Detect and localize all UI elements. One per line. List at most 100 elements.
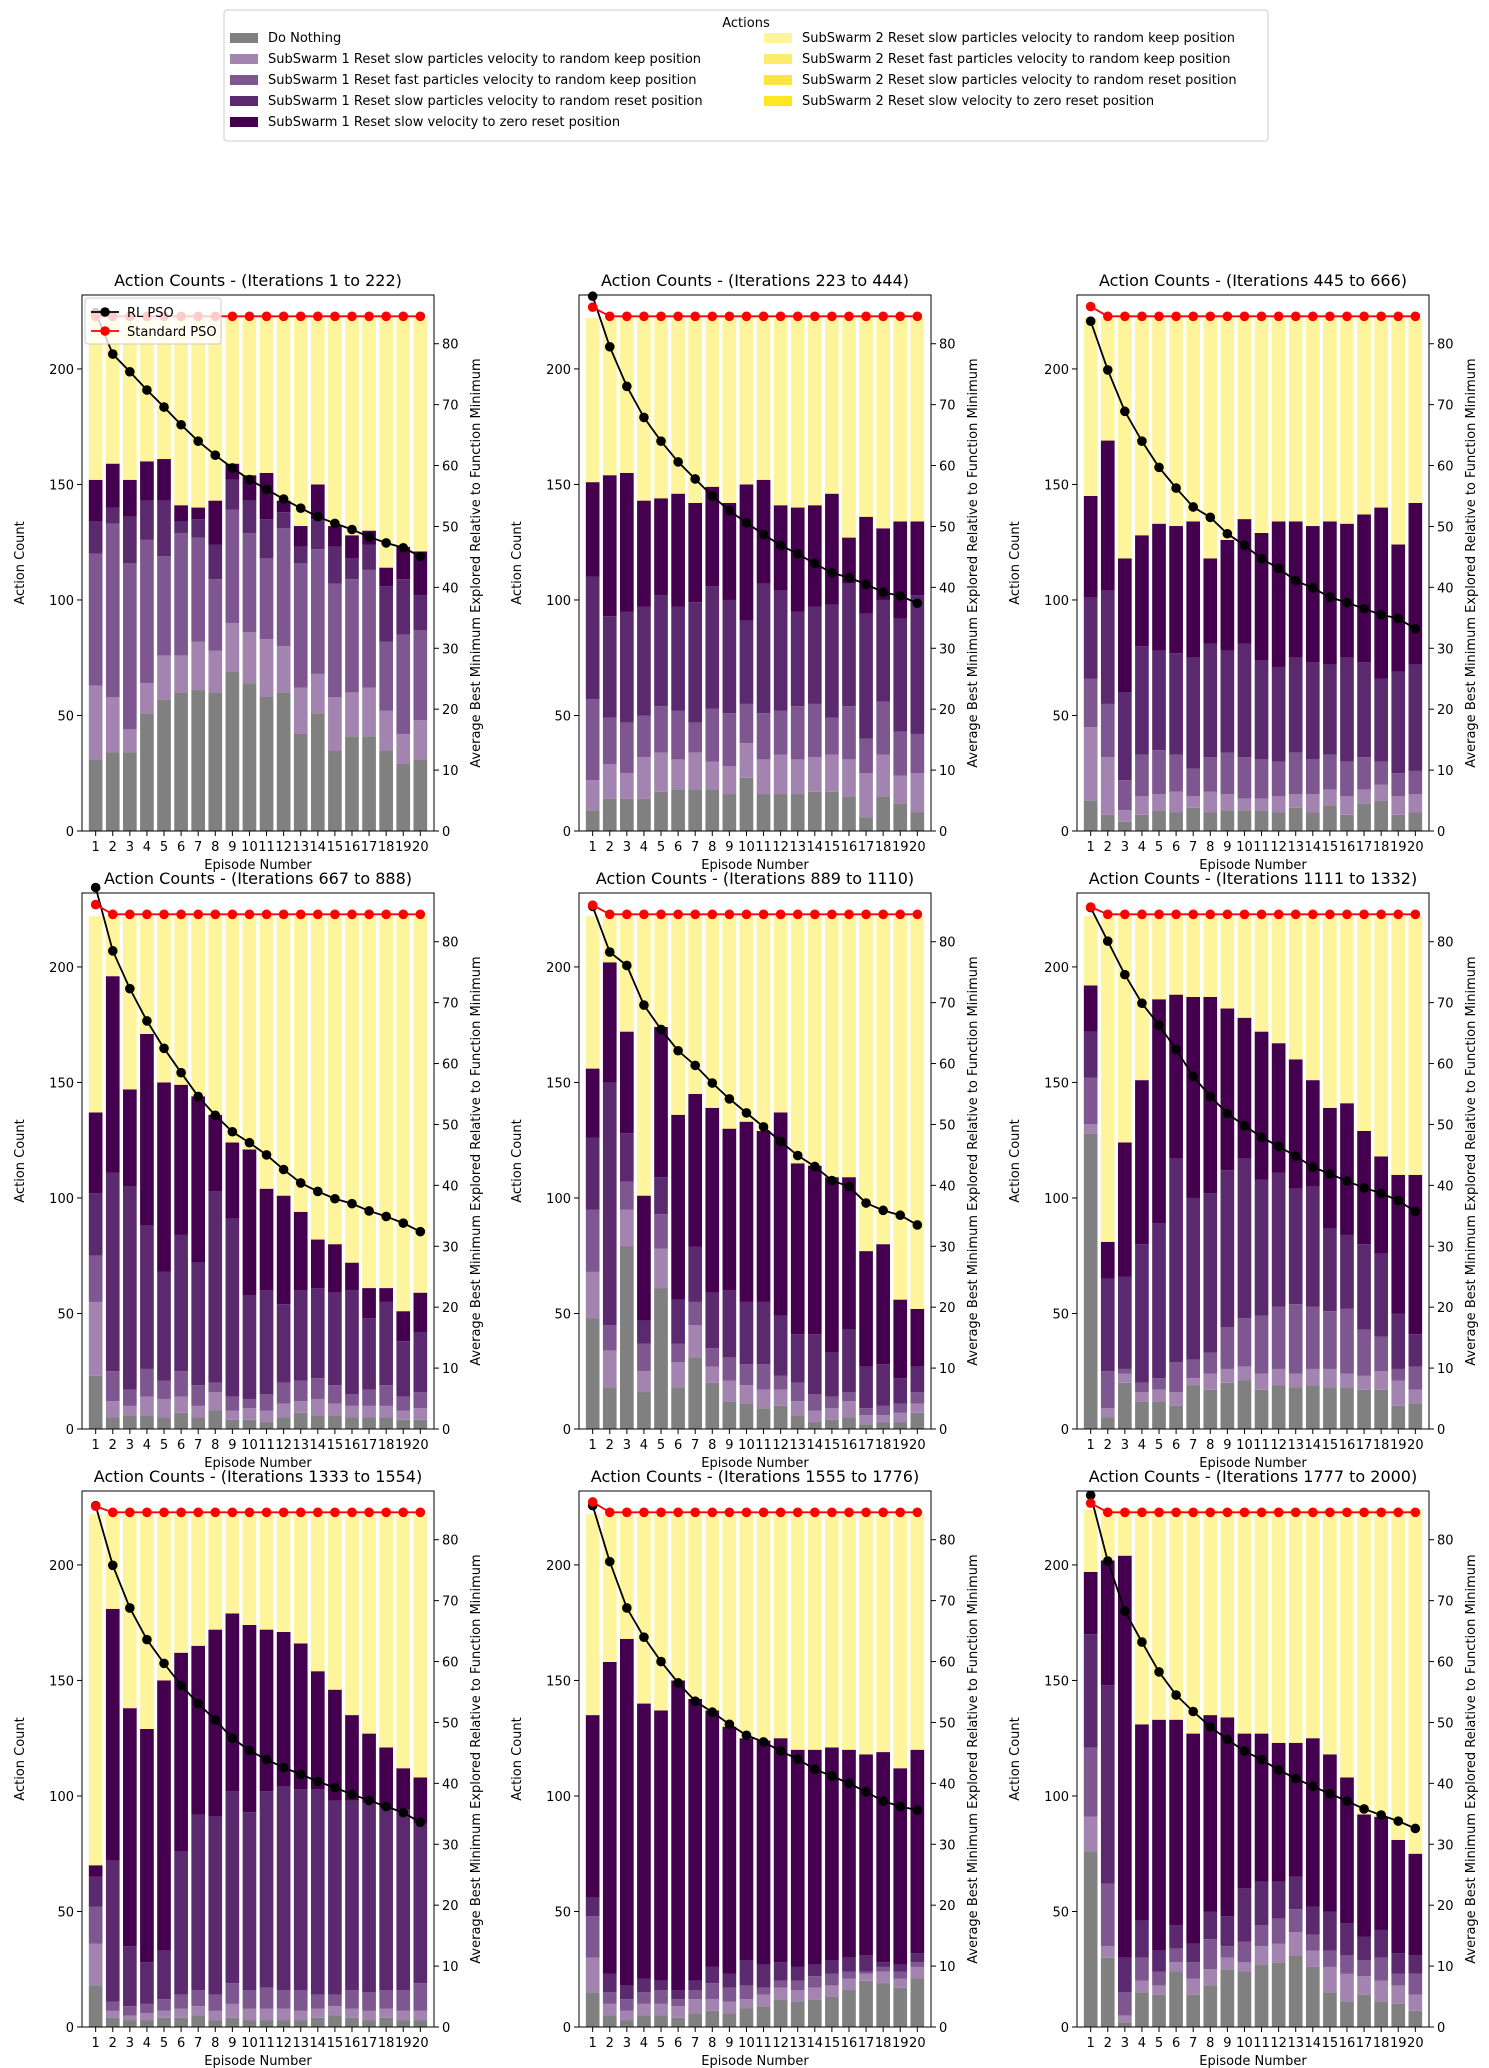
bar-segment: [739, 916, 754, 1122]
bar-segment: [157, 1417, 171, 1429]
bar-segment: [1323, 1509, 1337, 1755]
line-marker: [244, 1745, 255, 1756]
bar-segment: [722, 502, 737, 600]
bar-segment: [276, 1304, 291, 1383]
legend-label: SubSwarm 2 Reset slow particles velocity…: [802, 73, 1237, 88]
line-marker: [313, 511, 323, 522]
line-marker: [193, 1091, 203, 1102]
bar-segment: [671, 318, 685, 494]
line-marker: [1273, 909, 1284, 920]
x-tick-label: 10: [738, 2036, 755, 2051]
bar-segment: [654, 1027, 668, 1178]
bar-segment: [242, 632, 257, 684]
bar-segment: [1340, 1308, 1354, 1374]
bar-segment: [602, 1661, 617, 1974]
bar-segment: [88, 553, 103, 686]
bar-segment: [773, 590, 788, 711]
y2-tick-label: 70: [442, 399, 459, 414]
x-tick-label: 8: [708, 840, 716, 855]
bar-segment: [157, 1680, 171, 1951]
bar-segment: [123, 1708, 137, 1947]
line-marker: [210, 1507, 221, 1518]
bar-segment: [1220, 318, 1235, 540]
bar-segment: [1237, 1158, 1252, 1319]
y2-tick-label: 0: [1437, 825, 1445, 840]
line-marker: [912, 909, 923, 920]
line-marker: [107, 946, 118, 956]
bar-segment: [379, 1417, 393, 1429]
bar-segment: [191, 537, 206, 642]
line-marker: [707, 909, 718, 920]
bar-segment: [1323, 1107, 1337, 1228]
bar-segment: [1288, 1876, 1303, 1910]
bar-segment: [1323, 754, 1337, 790]
bar-segment: [1374, 1957, 1388, 1981]
x-tick-label: 11: [258, 1438, 275, 1453]
bar-segment: [654, 706, 668, 753]
line-marker: [690, 311, 700, 322]
bar-segment: [807, 1394, 822, 1411]
axes-frame: [578, 1490, 932, 2028]
x-tick-label: 1: [589, 2036, 597, 2051]
x-tick-label: 1: [92, 1438, 100, 1453]
bar-segment: [620, 1031, 634, 1134]
bar-segment: [773, 1514, 788, 1739]
line-marker: [604, 1507, 615, 1518]
x-tick-label: 15: [327, 840, 344, 855]
line-marker: [1308, 909, 1318, 920]
bar-segment: [671, 1514, 685, 1681]
bar-segment: [756, 318, 771, 480]
line-marker: [724, 1719, 735, 1730]
y-tick-label: 50: [554, 709, 571, 724]
bar-segment: [1391, 318, 1406, 545]
bar-segment: [174, 2008, 188, 2018]
x-tick-label: 11: [755, 1438, 772, 1453]
line-marker: [690, 1060, 700, 1071]
bar-segment: [1100, 1417, 1115, 1429]
bar-segment: [688, 1301, 703, 1326]
line-marker: [1359, 1183, 1369, 1193]
bar-segment: [893, 1378, 908, 1404]
bar-segment: [1152, 1994, 1166, 2027]
bar-segment: [396, 1419, 411, 1429]
x-tick-label: 11: [258, 2036, 275, 2051]
bar-segment: [105, 752, 120, 831]
x-tick-label: 10: [738, 1438, 755, 1453]
bar-segment: [893, 1403, 908, 1413]
bar-segment: [893, 1412, 908, 1423]
bar-segment: [88, 1301, 103, 1376]
bar-segment: [105, 1417, 120, 1429]
line-marker: [1239, 540, 1250, 551]
y2-tick-label: 60: [939, 460, 956, 475]
x-tick-label: 15: [1322, 1438, 1339, 1453]
bar-segment: [756, 1514, 771, 1741]
bar-segment: [859, 1408, 873, 1416]
bar-segment: [807, 1422, 822, 1429]
bar-segment: [1100, 1408, 1115, 1418]
bar-segment: [1357, 1375, 1371, 1390]
x-tick-label: 1: [1087, 840, 1095, 855]
line-marker: [1273, 1507, 1284, 1518]
line-marker: [707, 311, 718, 322]
x-tick-label: 14: [310, 840, 327, 855]
bar-segment: [1083, 727, 1098, 801]
bar-segment: [191, 1514, 206, 1646]
line-marker: [775, 1746, 786, 1756]
bar-segment: [1374, 1156, 1388, 1254]
y2-tick-label: 20: [939, 1899, 956, 1914]
bar-segment: [722, 1128, 737, 1291]
line-marker: [1342, 311, 1352, 322]
bar-segment: [1271, 761, 1286, 797]
y2-tick-label: 10: [442, 1960, 459, 1975]
y-tick-label: 200: [546, 363, 571, 378]
x-tick-label: 20: [909, 1438, 926, 1453]
bar-segment: [1254, 1373, 1269, 1390]
line-marker: [895, 909, 906, 920]
bar-segment: [1254, 798, 1269, 811]
bar-segment: [893, 521, 908, 619]
bar-segment: [1220, 1717, 1235, 1917]
line-marker: [1410, 1507, 1421, 1518]
legend-label: SubSwarm 2 Reset fast particles velocity…: [802, 52, 1230, 67]
bar-segment: [310, 484, 325, 520]
bar-segment: [1152, 1950, 1166, 1972]
